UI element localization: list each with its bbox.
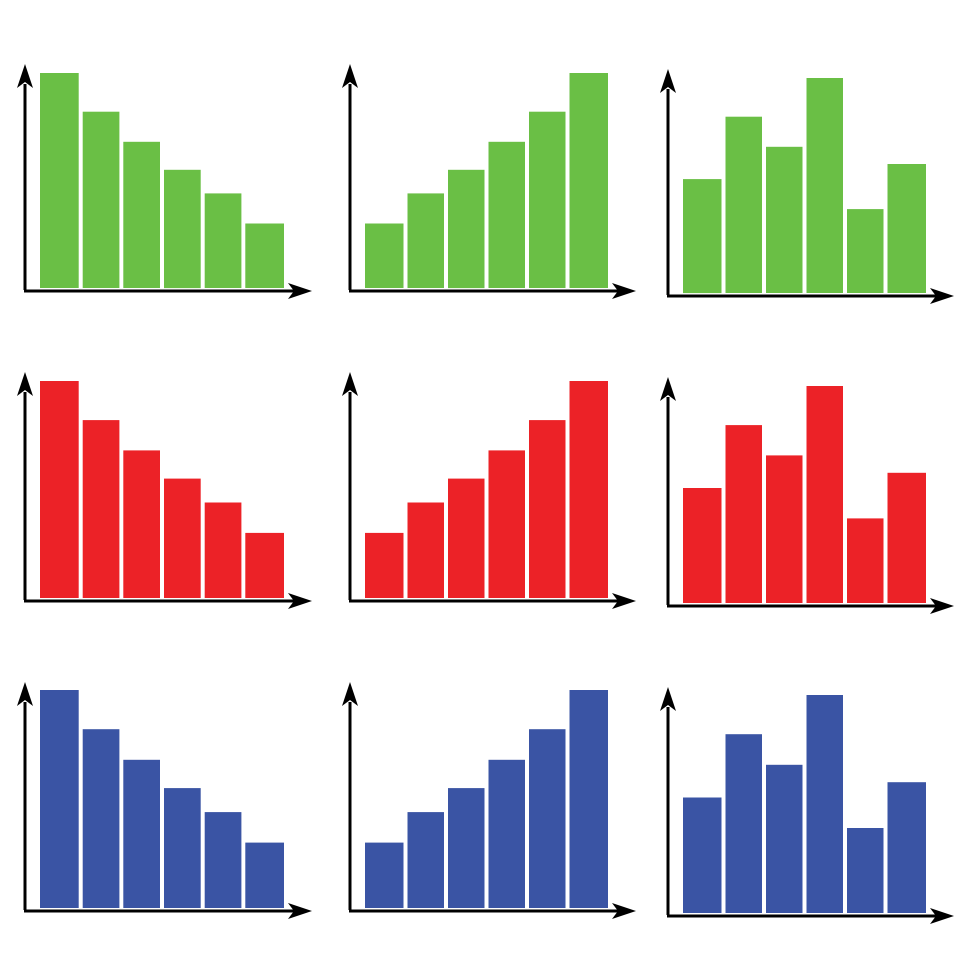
chart-red-decreasing (17, 372, 312, 609)
bar-2 (407, 502, 444, 598)
chart-blue-decreasing (17, 682, 312, 919)
y-axis-arrow-icon (342, 682, 358, 706)
bar-3 (123, 141, 160, 288)
bar-3 (766, 764, 803, 913)
x-axis-arrow-icon (288, 283, 312, 299)
chart-red-mixed (660, 377, 954, 614)
bar-5 (529, 111, 566, 288)
bar-5 (847, 518, 884, 603)
x-axis-arrow-icon (930, 598, 954, 614)
bar-5 (204, 502, 242, 598)
bar-6 (569, 73, 608, 288)
bar-5 (204, 193, 242, 288)
bar-4 (164, 788, 201, 908)
bar-3 (123, 759, 160, 908)
bar-4 (488, 450, 525, 598)
x-axis-arrow-icon (612, 593, 636, 609)
bar-3 (448, 478, 485, 598)
y-axis-arrow-icon (660, 377, 676, 401)
bar-3 (448, 169, 485, 289)
bar-4 (488, 759, 525, 908)
bar-5 (529, 420, 566, 598)
bar-3 (766, 455, 803, 603)
y-axis-arrow-icon (660, 69, 676, 93)
bar-2 (82, 729, 120, 908)
chart-red-increasing (342, 372, 636, 609)
bar-5 (204, 812, 242, 908)
bar-1 (683, 797, 722, 913)
chart-blue-increasing (342, 682, 636, 919)
y-axis-arrow-icon (660, 687, 676, 711)
bar-4 (806, 386, 843, 603)
x-axis-arrow-icon (612, 283, 636, 299)
x-axis-arrow-icon (930, 908, 954, 924)
bar-3 (123, 450, 160, 598)
y-axis-arrow-icon (342, 64, 358, 88)
bar-4 (806, 695, 843, 913)
chart-green-increasing (342, 64, 636, 299)
bar-6 (245, 842, 284, 908)
bar-1 (40, 690, 79, 908)
chart-blue-mixed (660, 687, 954, 924)
bar-2 (725, 734, 762, 913)
bar-5 (529, 729, 566, 908)
y-axis-arrow-icon (17, 682, 33, 706)
bar-4 (488, 141, 525, 288)
bar-1 (365, 842, 404, 908)
bar-1 (40, 73, 79, 288)
y-axis-arrow-icon (17, 372, 33, 396)
bar-6 (245, 223, 284, 288)
y-axis-arrow-icon (17, 64, 33, 88)
bar-5 (847, 209, 884, 293)
bar-3 (766, 146, 803, 293)
bar-2 (725, 425, 762, 603)
bar-6 (887, 472, 926, 603)
y-axis-arrow-icon (342, 372, 358, 396)
chart-green-mixed (660, 69, 954, 304)
bar-1 (683, 179, 722, 294)
chart-green-decreasing (17, 64, 312, 299)
bar-1 (365, 223, 404, 288)
bar-6 (245, 532, 284, 598)
bar-1 (683, 488, 722, 603)
bar-4 (806, 78, 843, 293)
bar-2 (82, 420, 120, 598)
bar-1 (365, 532, 404, 598)
x-axis-arrow-icon (288, 593, 312, 609)
x-axis-arrow-icon (612, 903, 636, 919)
bar-2 (407, 812, 444, 908)
bar-4 (164, 169, 201, 289)
bar-2 (725, 116, 762, 293)
bar-6 (569, 381, 608, 598)
bar-2 (82, 111, 120, 288)
bar-5 (847, 828, 884, 913)
bar-1 (40, 381, 79, 598)
x-axis-arrow-icon (288, 903, 312, 919)
x-axis-arrow-icon (930, 288, 954, 304)
bar-6 (569, 690, 608, 908)
bar-2 (407, 193, 444, 288)
bar-6 (887, 782, 926, 913)
bar-3 (448, 788, 485, 908)
bar-4 (164, 478, 201, 598)
bar-6 (887, 164, 926, 293)
